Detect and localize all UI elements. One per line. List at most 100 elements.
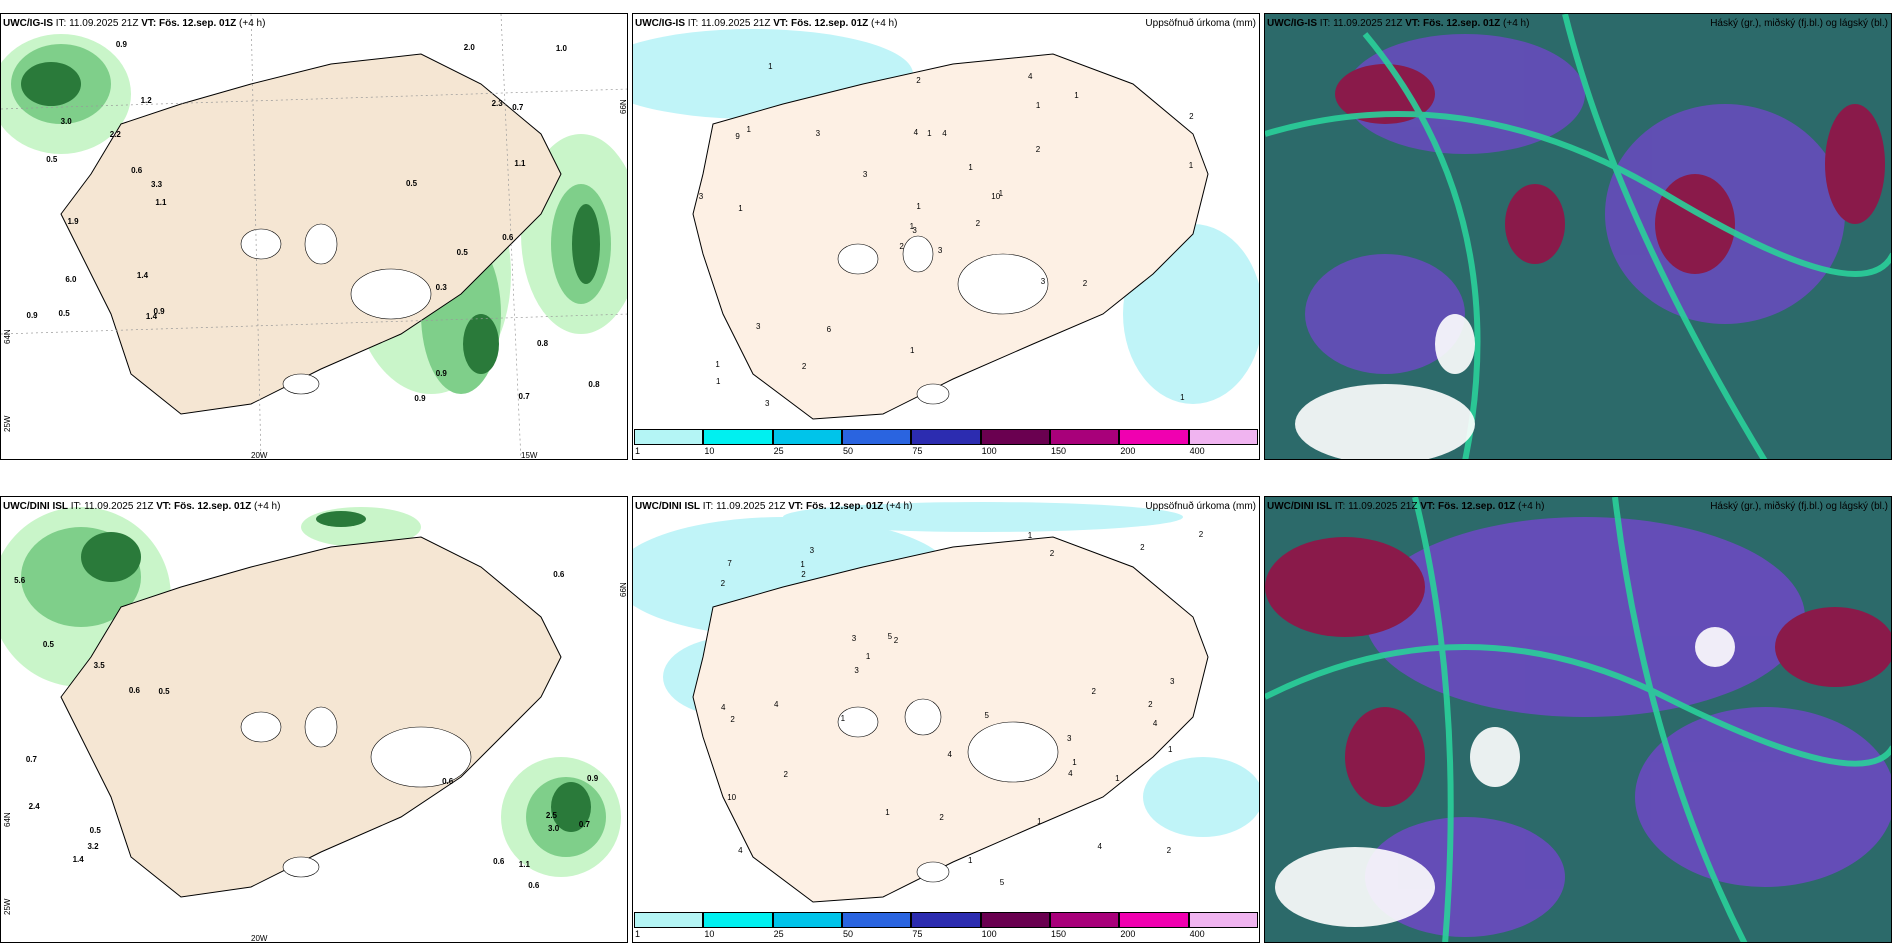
wind-value-label: 0.9 (587, 774, 599, 784)
wind-value-label: 0.7 (578, 819, 590, 829)
value-label: 2 (939, 813, 944, 823)
colorbar-tick-label: 25 (773, 446, 784, 456)
wind-value-label: 0.6 (442, 777, 454, 787)
wind-value-label: 0.6 (502, 232, 514, 242)
colorbar-tick-label: 10 (704, 929, 715, 939)
value-label: 1 (909, 222, 915, 232)
value-label: 1 (998, 188, 1004, 198)
wind-value-label: 0.9 (435, 369, 447, 379)
wind-value-label: 0.6 (528, 880, 540, 890)
value-label: 1 (1188, 160, 1194, 170)
value-label: 4 (947, 749, 952, 759)
value-label: 3 (698, 192, 704, 202)
wind-value-label: 0.3 (435, 283, 447, 293)
wind-value-label: 0.9 (26, 311, 38, 321)
panel-header: UWC/IG-IS IT: 11.09.2025 21Z VT: Fös. 12… (3, 18, 266, 29)
colorbar-tick-label: 150 (1051, 446, 1067, 456)
iceland-outline (692, 536, 1209, 903)
lat-label: 25W (3, 898, 12, 915)
panel-header: UWC/IG-IS IT: 11.09.2025 21Z VT: Fös. 12… (1267, 18, 1530, 29)
lat-label: 64N (3, 329, 12, 344)
value-label: 6 (826, 325, 832, 335)
wind-value-label: 0.7 (25, 754, 37, 764)
colorbar-segment (980, 912, 1050, 928)
wind-value-label: 0.7 (518, 391, 530, 401)
value-label: 3 (809, 545, 815, 555)
value-label: 1 (840, 714, 846, 724)
value-label: 2 (783, 769, 788, 779)
value-label: 2 (1198, 529, 1204, 539)
value-label: 1 (968, 162, 973, 172)
colorbar-tick-label: 100 (981, 929, 997, 939)
value-label: 1 (909, 345, 915, 355)
value-label: 4 (720, 702, 726, 712)
value-label: 4 (1152, 719, 1158, 729)
panel-header: UWC/IG-IS IT: 11.09.2025 21Z VT: Fös. 12… (635, 18, 898, 29)
panel-precip-bottom: UWC/DINI ISL IT: 11.09.2025 21Z VT: Fös.… (632, 496, 1260, 943)
value-label: 2 (1166, 846, 1172, 856)
colorbar-tick-label: 400 (1189, 929, 1205, 939)
value-label: 1 (1180, 393, 1185, 403)
cloud-map (1265, 14, 1891, 459)
value-label: 4 (942, 128, 947, 138)
value-label: 3 (1067, 734, 1072, 744)
wind-value-label: 1.4 (136, 271, 149, 281)
value-label: 2 (730, 715, 735, 725)
field-label: Háský (gr.), miðský (fj.bl.) og lágský (… (1710, 501, 1888, 512)
value-label: 3 (815, 129, 821, 139)
wind-value-label: 0.8 (588, 380, 600, 390)
lat-label: 66N (619, 582, 628, 597)
value-label: 1 (1027, 530, 1033, 540)
wind-value-label: 2.4 (28, 802, 40, 812)
value-label: 4 (1028, 71, 1033, 81)
wind-value-label: 0.6 (553, 570, 565, 580)
wind-value-label: 3.0 (548, 823, 560, 833)
panel-header: UWC/DINI ISL IT: 11.09.2025 21Z VT: Fös.… (635, 501, 913, 512)
value-label: 10 (991, 191, 1001, 201)
value-label: 2 (893, 636, 899, 646)
wind-value-label: 6.0 (65, 274, 77, 284)
lon-label: 15W (521, 451, 538, 460)
wind-value-label: 0.8 (536, 338, 549, 348)
field-label: Uppsöfnuð úrkoma (mm) (1145, 18, 1256, 29)
wind-value-label: 0.5 (405, 178, 418, 188)
value-label: 3 (854, 666, 859, 676)
value-label: 1 (916, 202, 921, 212)
colorbar: 1 10 25 50 75 100 150 200 400 (634, 429, 1258, 456)
colorbar-segment (634, 912, 704, 928)
lon-label: 20W (251, 934, 268, 943)
wind-value-label: 2.2 (109, 130, 121, 140)
wind-value-label: 1.4 (145, 312, 158, 322)
colorbar-segment (1050, 429, 1120, 445)
wind-value-label: 2.5 (545, 811, 557, 821)
wind-precip-map (1, 14, 627, 459)
wind-value-label: 0.5 (158, 686, 170, 696)
value-label: 1 (967, 856, 973, 866)
value-label: 4 (1097, 841, 1102, 851)
value-label: 5 (984, 710, 989, 720)
value-label: 1 (746, 124, 751, 134)
value-label: 3 (765, 398, 770, 408)
value-label: 3 (755, 322, 761, 332)
wind-value-label: 1.9 (67, 217, 79, 227)
value-label: 1 (738, 203, 743, 213)
field-label: Háský (gr.), miðský (fj.bl.) og lágský (… (1710, 18, 1888, 29)
wind-value-label: 1.4 (72, 854, 84, 864)
wind-value-label: 0.5 (46, 155, 58, 165)
wind-value-label: 1.0 (555, 44, 567, 54)
value-label: 7 (727, 559, 732, 569)
value-label: 3 (1040, 276, 1046, 286)
colorbar-segment (842, 429, 912, 445)
value-label: 1 (927, 128, 932, 138)
wind-value-label: 3.0 (60, 116, 72, 126)
value-label: 4 (738, 845, 743, 855)
value-label: 2 (1189, 112, 1194, 122)
colorbar-tick-label: 200 (1120, 929, 1136, 939)
panel-wind-top: UWC/IG-IS IT: 11.09.2025 21Z VT: Fös. 12… (0, 13, 628, 460)
value-label: 2 (720, 579, 726, 589)
field-label: Uppsöfnuð úrkoma (mm) (1145, 501, 1256, 512)
wind-value-label: 0.5 (456, 248, 468, 258)
colorbar-tick-label: 50 (843, 446, 854, 456)
wind-value-label: 1.1 (518, 859, 530, 869)
value-label: 1 (1115, 774, 1120, 784)
